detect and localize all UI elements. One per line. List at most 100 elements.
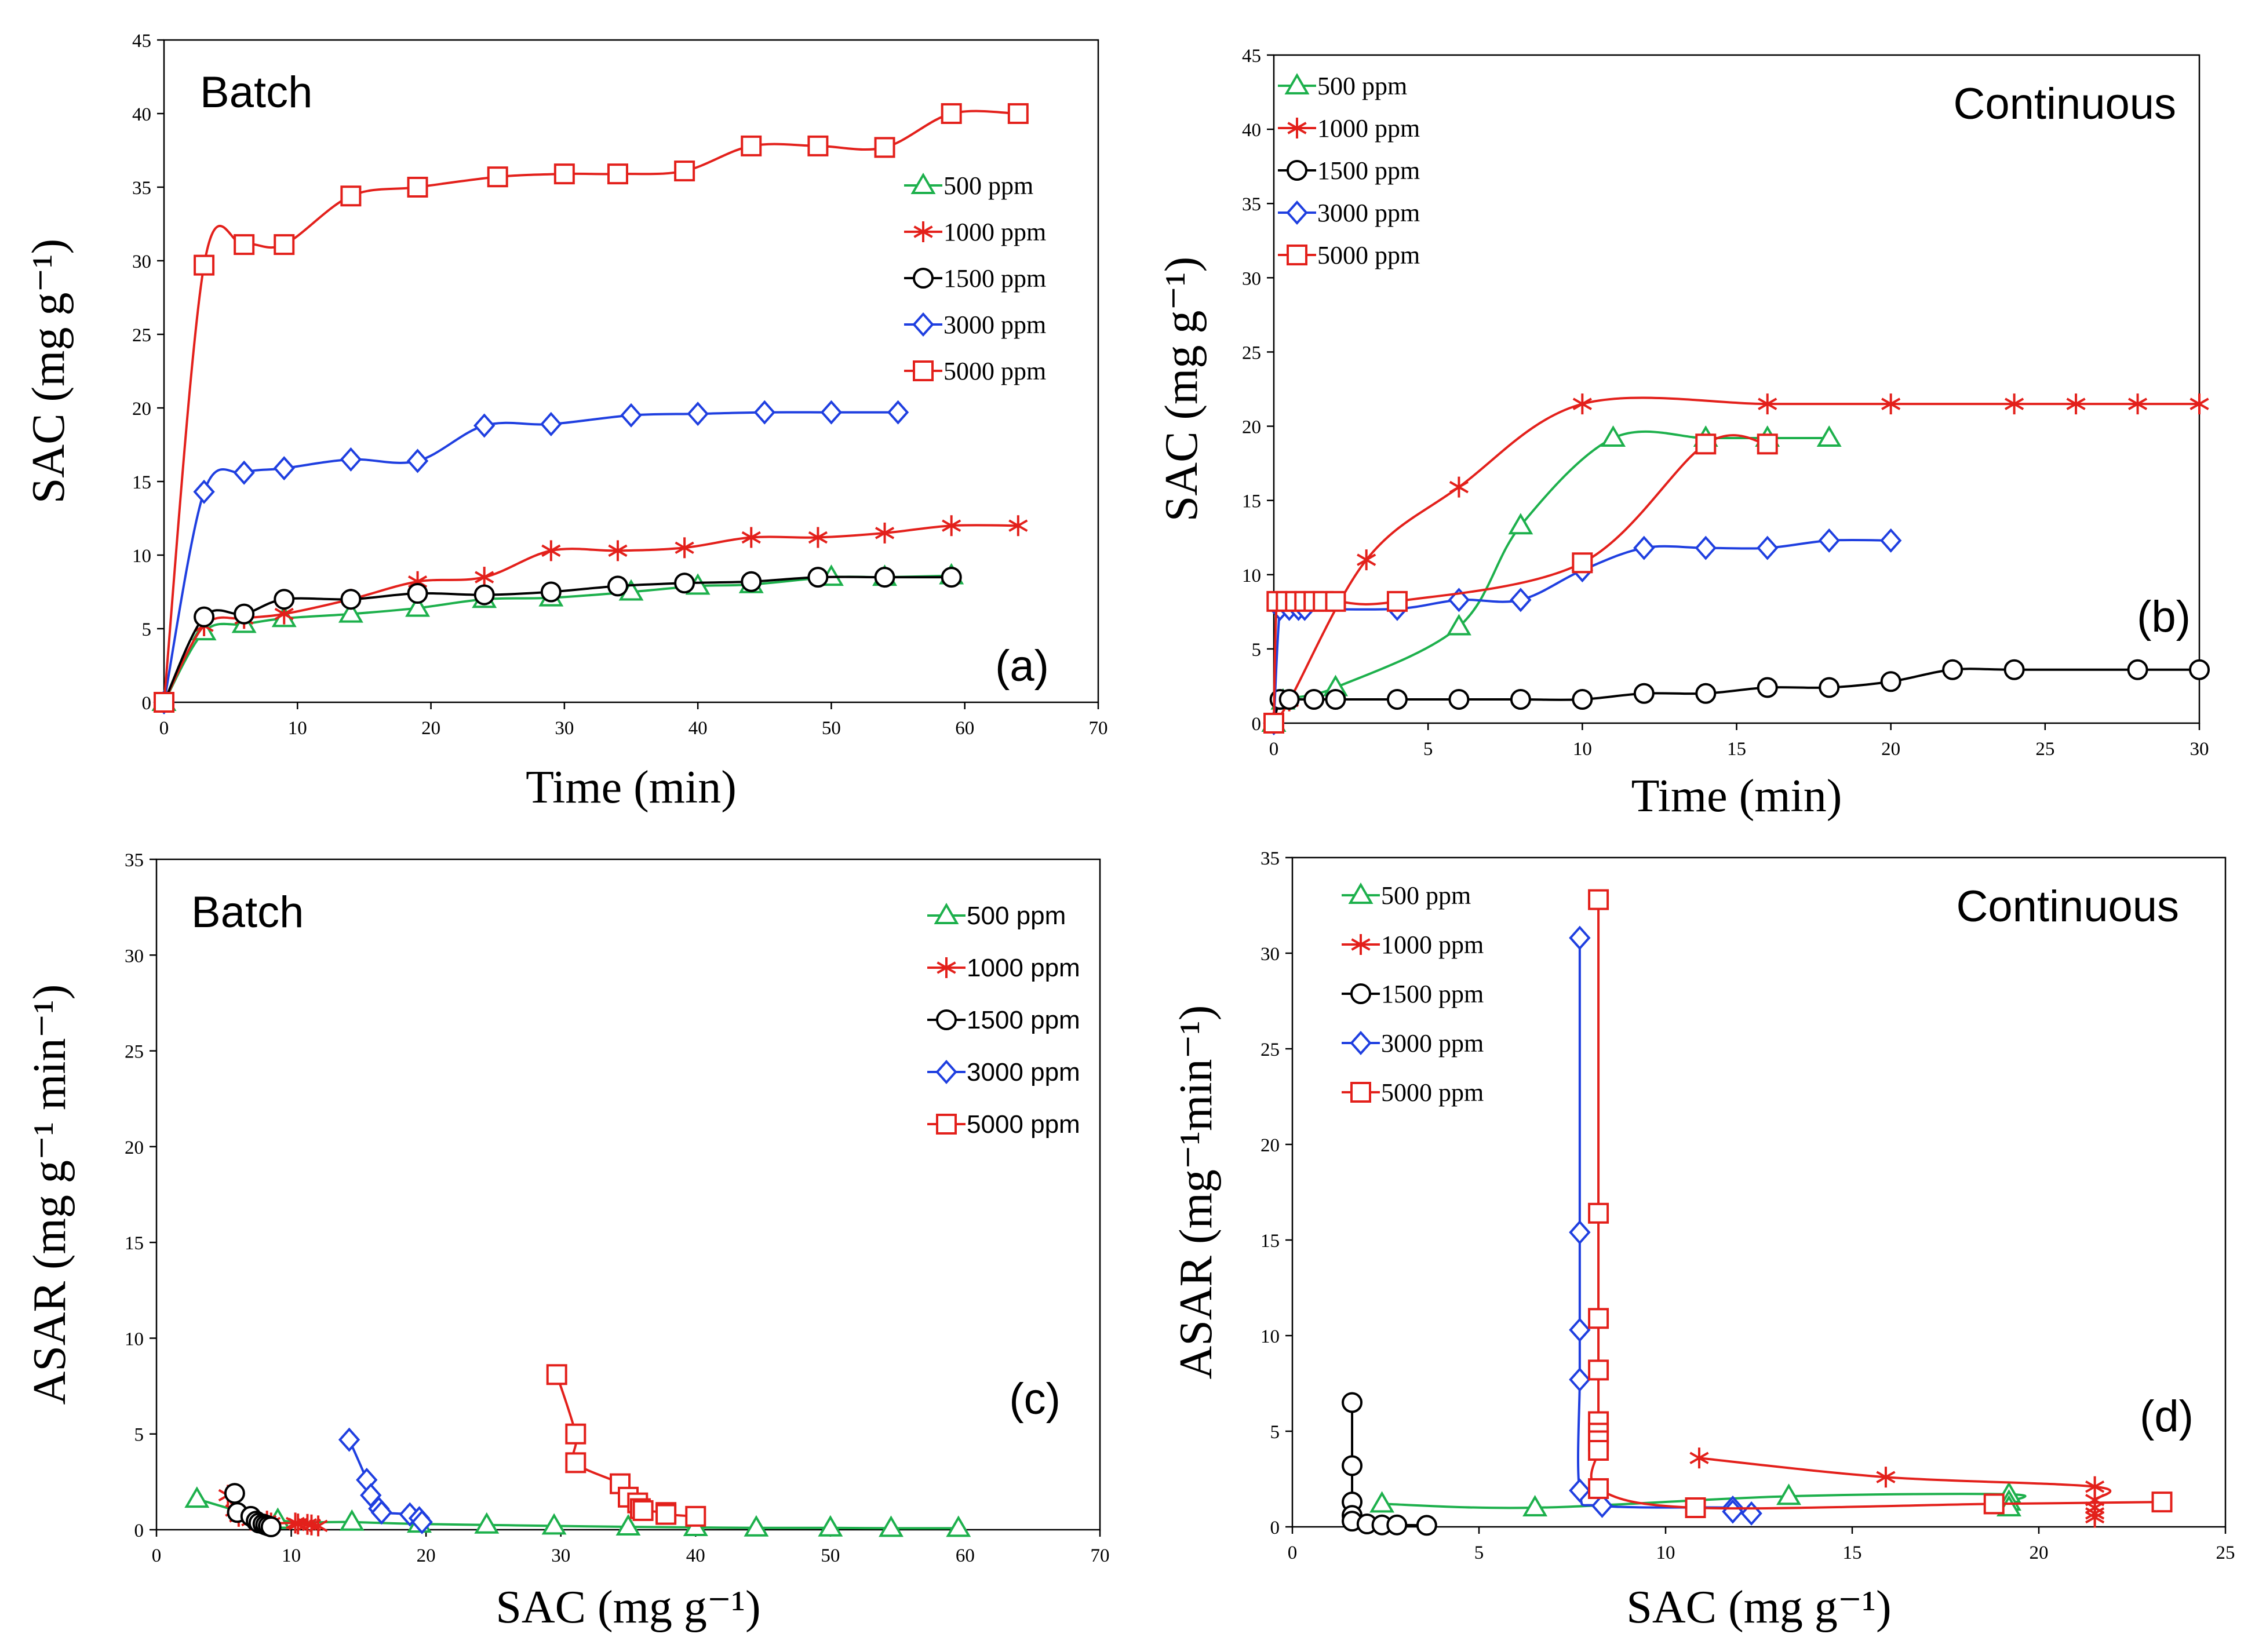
- legend-entry: 500 ppm: [1278, 72, 1407, 100]
- data-point: [607, 575, 628, 597]
- legend-marker: [913, 360, 934, 381]
- data-point: [1633, 683, 1655, 704]
- y-tick-label: 20: [125, 1137, 144, 1158]
- legend-entry: 1000 ppm: [904, 218, 1046, 246]
- data-point: [340, 447, 362, 472]
- data-point: [1416, 1515, 1437, 1536]
- series-3000-ppm: [338, 1427, 433, 1534]
- y-tick-label: 35: [1242, 194, 1261, 215]
- legend-entry: 1500 ppm: [904, 264, 1046, 293]
- data-point: [339, 1509, 365, 1531]
- data-point: [541, 540, 561, 561]
- plot-frame: [163, 39, 1099, 703]
- data-point: [807, 567, 829, 588]
- data-point: [184, 1486, 210, 1508]
- legend-marker: [1350, 1030, 1372, 1056]
- data-point: [1588, 1359, 1609, 1381]
- data-point: [405, 595, 431, 617]
- legend-entry: 1500 ppm: [1278, 156, 1420, 185]
- data-point: [2085, 1507, 2105, 1528]
- y-axis-label: SAC (mg g⁻¹): [1156, 257, 1207, 522]
- legend-marker: [937, 957, 956, 978]
- y-tick-label: 5: [134, 1425, 144, 1446]
- legend-entry: 5000 ppm: [1278, 241, 1420, 269]
- y-tick-label: 30: [1242, 268, 1261, 289]
- y-axis-label: ASAR (mg⁻¹min⁻¹): [1171, 1005, 1222, 1380]
- data-point: [675, 537, 694, 559]
- legend-entry: 500 ppm: [1342, 881, 1471, 910]
- data-point: [1569, 925, 1591, 950]
- data-point: [340, 589, 362, 610]
- panel-b: 0 5 10 15 20 25 30 0 5 10 15 20 25 30 35 40 45 Time (min)…: [1156, 46, 2210, 822]
- data-point: [1572, 552, 1593, 574]
- data-point: [1008, 515, 1028, 537]
- data-point: [615, 1514, 641, 1536]
- legend-label: 1000 ppm: [967, 954, 1080, 982]
- data-point: [1572, 393, 1592, 415]
- legend-label: 1500 ppm: [967, 1006, 1080, 1034]
- data-point: [620, 403, 642, 428]
- data-point: [1591, 1493, 1613, 1518]
- y-tick-label: 10: [1242, 566, 1261, 586]
- legend-label: 500 ppm: [1381, 881, 1471, 910]
- data-point: [406, 448, 429, 473]
- data-point: [807, 135, 829, 156]
- x-tick-label: 30: [2190, 739, 2209, 760]
- data-point: [608, 540, 628, 561]
- y-tick-label: 30: [125, 946, 144, 967]
- data-point: [1569, 1318, 1591, 1343]
- data-point: [340, 185, 362, 207]
- y-tick-label: 15: [125, 1233, 144, 1254]
- data-point: [946, 1515, 971, 1537]
- x-tick-label: 10: [1656, 1542, 1675, 1563]
- data-point: [565, 1423, 586, 1445]
- y-tick-label: 0: [1270, 1518, 1280, 1538]
- legend-entry: 5000 ppm: [927, 1110, 1080, 1139]
- x-tick-label: 5: [1474, 1542, 1484, 1563]
- data-point: [879, 1515, 904, 1537]
- x-tick-label: 30: [555, 718, 574, 739]
- legend-label: 5000 ppm: [943, 357, 1046, 385]
- legend-label: 3000 ppm: [1381, 1029, 1484, 1057]
- y-tick-label: 0: [1252, 714, 1262, 735]
- data-point: [655, 1504, 677, 1525]
- data-point: [1510, 588, 1532, 612]
- data-point: [234, 603, 255, 625]
- data-point: [273, 456, 295, 481]
- x-tick-label: 20: [2030, 1542, 2049, 1563]
- data-point: [741, 527, 761, 548]
- data-point: [674, 572, 695, 594]
- panel-c: 0 10 20 30 40 50 60 70 0 5 10 15 20 25 30 35 SAC (mg g⁻¹…: [24, 850, 1110, 1633]
- data-point: [1569, 1367, 1591, 1392]
- data-point: [565, 1452, 586, 1474]
- x-tick-label: 0: [1269, 739, 1279, 760]
- data-point: [1588, 889, 1609, 910]
- legend-label: 500 ppm: [1317, 72, 1407, 100]
- data-point: [1449, 476, 1469, 498]
- legend-marker: [1287, 160, 1307, 181]
- data-point: [1818, 528, 1840, 553]
- data-point: [1303, 689, 1325, 710]
- x-tick-label: 50: [822, 718, 841, 739]
- legend-entry: 3000 ppm: [1278, 199, 1420, 227]
- data-point: [607, 163, 628, 185]
- data-point: [154, 692, 174, 713]
- data-point: [1572, 689, 1593, 710]
- legend-label: 3000 ppm: [943, 311, 1046, 339]
- x-tick-label: 60: [956, 1545, 975, 1566]
- data-point: [546, 1364, 567, 1385]
- y-tick-label: 35: [125, 850, 144, 871]
- data-point: [820, 400, 843, 425]
- data-point: [487, 166, 508, 188]
- series-1500-ppm: [224, 1483, 282, 1538]
- data-point: [874, 567, 895, 588]
- data-point: [1278, 689, 1300, 710]
- data-point: [260, 1516, 282, 1538]
- data-point: [1816, 425, 1842, 447]
- y-axis-label: ASAR (mg g⁻¹ min⁻¹): [24, 984, 75, 1405]
- data-point: [1448, 689, 1470, 710]
- y-tick-label: 20: [132, 399, 151, 420]
- data-point: [1758, 393, 1777, 415]
- legend-marker: [1351, 934, 1371, 955]
